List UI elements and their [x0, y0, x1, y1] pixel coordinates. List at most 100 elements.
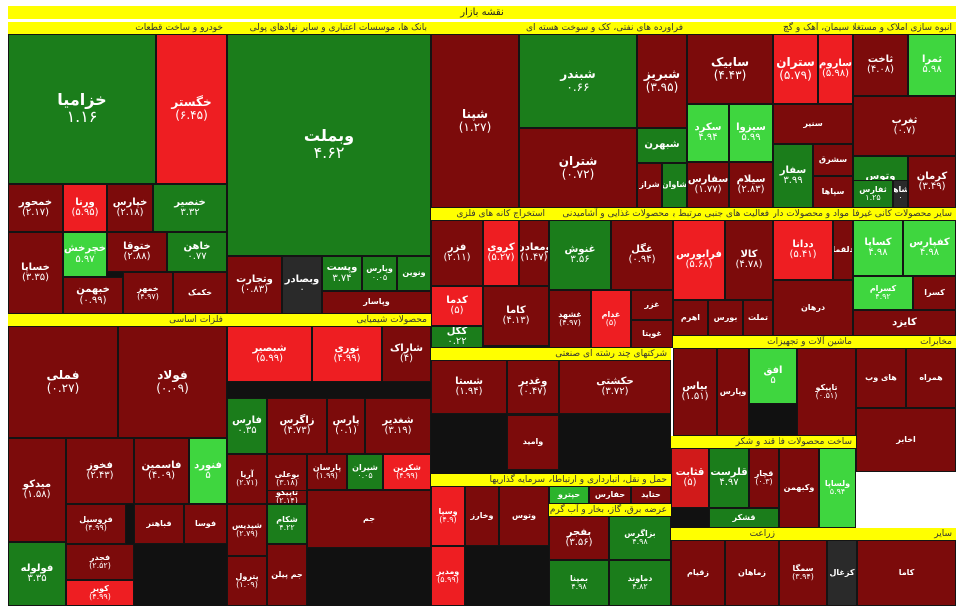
stock-tile[interactable]: تملت [743, 300, 773, 336]
stock-tile[interactable]: ثشاهد۰ [893, 180, 908, 208]
stock-tile[interactable]: فولوله ۳.۳۵ [8, 542, 66, 606]
stock-tile[interactable]: شکام ۴.۲۲ [267, 504, 307, 544]
stock-tile[interactable]: وپست ۳.۷۴ [322, 256, 362, 291]
stock-tile[interactable]: همراه [906, 348, 956, 408]
stock-tile[interactable]: غزر [631, 290, 673, 320]
stock-tile[interactable]: وپاسار [322, 291, 431, 314]
stock-tile[interactable]: سپاها [813, 176, 853, 208]
stock-tile[interactable]: فزر (۲.۱۱) [431, 220, 483, 286]
stock-tile[interactable]: خچرخش ۵.۹۷ [63, 232, 107, 277]
stock-tile[interactable]: شیران ۰.۰۵ [347, 454, 383, 490]
stock-tile[interactable]: شکرین (۴.۹۹) [383, 454, 431, 490]
stock-tile[interactable]: غویتا [631, 320, 673, 348]
stock-tile[interactable]: خکمک [173, 272, 227, 314]
stock-tile[interactable]: ومدیر (۵.۹۹) [431, 546, 465, 606]
stock-tile[interactable]: حتاید [631, 486, 671, 504]
stock-tile[interactable]: تاپیکو (۰.۵۱) [797, 348, 856, 436]
stock-tile[interactable]: ومعادن(۱.۴۷) [519, 220, 549, 286]
stock-tile[interactable]: جم [307, 490, 431, 548]
stock-tile[interactable]: کساپا ۴.۹۸ [853, 220, 903, 276]
stock-tile[interactable]: فملی (۰.۲۷) [8, 326, 118, 438]
stock-tile[interactable]: شبندر ۰.۶۶ [519, 34, 637, 128]
stock-tile[interactable]: شغدیر (۳.۱۹) [365, 398, 431, 454]
stock-tile[interactable]: اهرم [673, 300, 708, 336]
stock-tile[interactable]: بمپنا ۴.۹۸ [549, 560, 609, 606]
stock-tile[interactable]: سفارس (۱.۷۷) [687, 162, 729, 208]
stock-tile[interactable]: وبملت ۴.۶۲ [227, 34, 431, 256]
stock-tile[interactable]: وپارس [717, 348, 749, 436]
stock-tile[interactable]: کرمان (۳.۴۹) [908, 156, 956, 208]
stock-tile[interactable]: قشکر [709, 508, 779, 528]
stock-tile[interactable]: شاراک (۴) [382, 326, 431, 382]
stock-tile[interactable]: غنوش ۳.۵۶ [549, 220, 611, 290]
stock-tile[interactable]: های وب [856, 348, 906, 408]
stock-tile[interactable]: شراز [637, 163, 662, 208]
stock-tile[interactable]: فرابورس (۵.۶۸) [673, 220, 725, 300]
stock-tile[interactable]: تاپیکو (۲.۱۴) [267, 490, 307, 504]
stock-tile[interactable]: فوسا [184, 504, 227, 544]
stock-tile[interactable]: سابیک (۴.۴۳) [687, 34, 773, 104]
stock-tile[interactable]: خمهر (۴.۹۷) [123, 272, 173, 314]
stock-tile[interactable]: بفجر (۳.۵۶) [549, 516, 609, 560]
stock-tile[interactable]: اخابر [856, 408, 956, 472]
stock-tile[interactable]: میدکو (۱.۵۸) [8, 438, 66, 542]
stock-tile[interactable]: فروسیل (۴.۹۹) [66, 504, 126, 544]
stock-tile[interactable]: ثفارس ۱.۲۵ [853, 180, 893, 208]
stock-tile[interactable]: فخوز (۲.۴۳) [66, 438, 134, 504]
stock-tile[interactable]: وخارز [465, 486, 499, 546]
stock-tile[interactable]: جم پیلن [267, 544, 307, 606]
stock-tile[interactable]: سشرق [813, 144, 853, 176]
stock-tile[interactable]: پترول (۱.۰۹) [227, 556, 267, 606]
stock-tile[interactable]: سنیر [773, 104, 853, 144]
stock-tile[interactable]: ختوقا (۲.۸۸) [107, 232, 167, 272]
stock-tile[interactable]: افق ۵ [749, 348, 797, 404]
stock-tile[interactable]: کچاد [483, 346, 549, 348]
stock-tile[interactable]: شبهرن [637, 128, 687, 163]
stock-tile[interactable]: درهان [773, 280, 853, 336]
stock-tile[interactable]: قثابت (۵) [671, 448, 709, 508]
stock-tile[interactable]: خگستر (۶.۴۵) [156, 34, 227, 184]
stock-tile[interactable]: وکبهمن [779, 448, 819, 528]
stock-tile[interactable]: زاگرس (۴.۷۳) [267, 398, 327, 454]
stock-tile[interactable]: خاهن ۰.۷۷ [167, 232, 227, 272]
stock-tile[interactable]: نوری (۴.۹۹) [312, 326, 382, 382]
stock-tile[interactable]: سیزوا ۵.۹۹ [729, 104, 773, 162]
stock-tile[interactable]: فباهنر [134, 504, 184, 544]
stock-tile[interactable]: دلقما [833, 220, 853, 280]
stock-tile[interactable]: خبهمن (۰.۹۹) [63, 277, 123, 314]
stock-tile[interactable]: کگل ۰.۲۲ [431, 326, 483, 348]
stock-tile[interactable]: خزامیا ۱.۱۶ [8, 34, 156, 184]
stock-tile[interactable]: حفارس [589, 486, 631, 504]
stock-tile[interactable]: کروی (۵.۲۷) [483, 220, 519, 286]
stock-tile[interactable]: غدام (۵) [591, 290, 631, 348]
stock-tile[interactable]: وغدیر (۰.۴۷) [507, 360, 559, 414]
stock-tile[interactable]: کایزد [853, 310, 956, 336]
stock-tile[interactable]: کسرام ۴.۹۲ [853, 276, 913, 310]
stock-tile[interactable]: خنصیر ۳.۳۲ [153, 184, 227, 232]
stock-tile[interactable]: سیلام (۲.۸۳) [729, 162, 773, 208]
stock-tile[interactable]: ثغرب (۰.۷) [853, 96, 956, 156]
stock-tile[interactable]: ثمرا ۵.۹۸ [908, 34, 956, 96]
stock-tile[interactable]: وصنعت(۵.۱۷) [507, 414, 559, 416]
stock-tile[interactable]: زقیام [671, 540, 725, 606]
stock-tile[interactable]: فجدر (۲.۵۲) [66, 544, 134, 580]
stock-tile[interactable]: کدما (۵) [431, 286, 483, 326]
stock-tile[interactable]: وبصادر ۰ [282, 256, 322, 314]
stock-tile[interactable]: شتران (۰.۷۲) [519, 128, 637, 208]
stock-tile[interactable]: کاما (۴.۱۳) [483, 286, 549, 346]
stock-tile[interactable]: سکرد ۴.۹۴ [687, 104, 729, 162]
stock-tile[interactable]: شپنا (۱.۲۷) [431, 34, 519, 208]
stock-tile[interactable]: بزاگرس ۴.۹۸ [609, 516, 671, 560]
stock-tile[interactable]: فاسمین (۴.۰۹) [134, 438, 189, 504]
stock-tile[interactable]: ثاخت (۴.۰۸) [853, 34, 908, 96]
stock-tile[interactable]: شستا (۱.۹۴) [431, 360, 507, 414]
stock-tile[interactable]: فولاد (۰.۰۹) [118, 326, 227, 438]
stock-tile[interactable]: وتوس [499, 486, 549, 546]
stock-tile[interactable]: وتجارت (۰.۸۳) [227, 256, 282, 314]
stock-tile[interactable]: شبریز (۳.۹۵) [637, 34, 687, 128]
stock-tile[interactable]: ورنا (۵.۹۵) [63, 184, 107, 232]
stock-tile[interactable]: شاوان [662, 163, 687, 208]
stock-tile[interactable]: وپارس ۰.۰۵ [362, 256, 397, 291]
stock-tile[interactable]: سفار ۳.۹۹ [773, 144, 813, 208]
stock-tile[interactable]: شبصیر (۵.۹۹) [227, 326, 312, 382]
